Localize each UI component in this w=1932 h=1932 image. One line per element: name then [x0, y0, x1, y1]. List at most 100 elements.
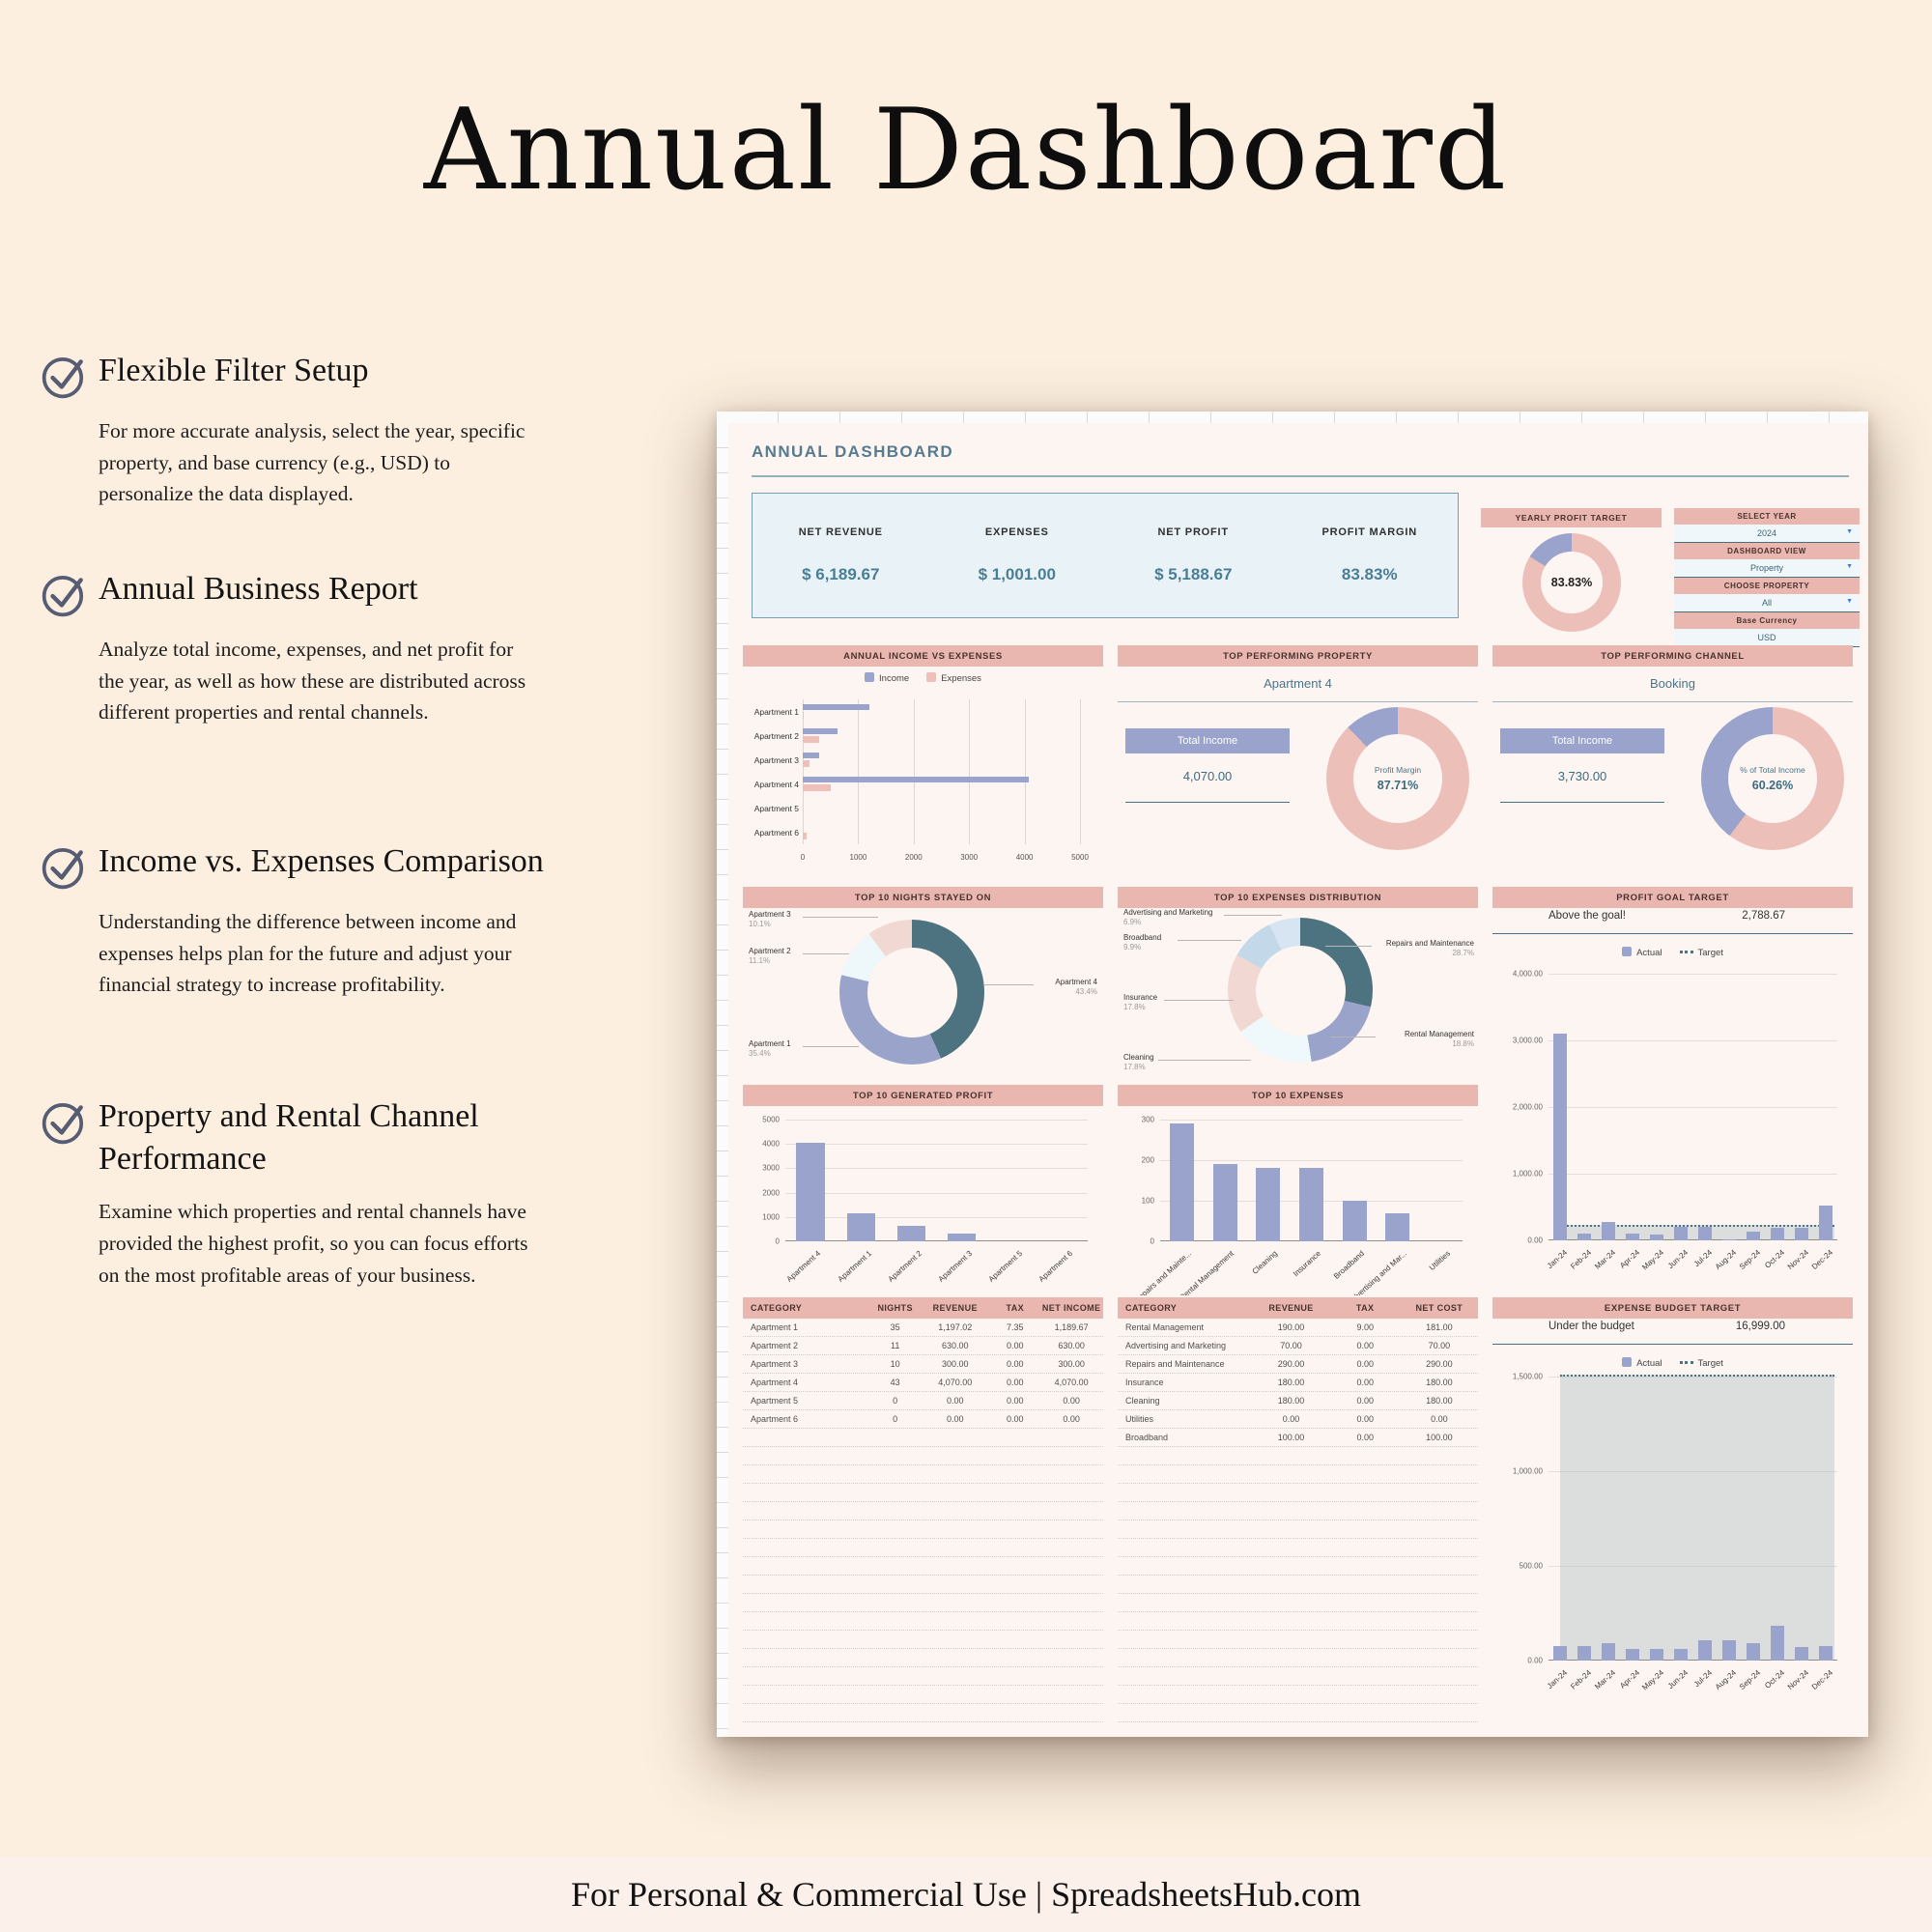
empty-table-row [743, 1594, 1103, 1612]
table-cell: 100.00 [1277, 1433, 1305, 1442]
empty-table-row [1118, 1465, 1478, 1484]
table-cell: Apartment 3 [751, 1359, 799, 1369]
spreadsheet-column-strip [717, 412, 1868, 423]
divider [1500, 802, 1664, 803]
gridline [1548, 1107, 1837, 1108]
dashboard-view-dropdown[interactable]: Property ▼ [1674, 559, 1860, 578]
x-axis-label: Mar-24 [1593, 1248, 1618, 1271]
gridline [785, 1144, 1088, 1146]
table-header-cell: CATEGORY [751, 1303, 803, 1313]
table-cell: 1,197.02 [938, 1322, 973, 1332]
chevron-down-icon[interactable]: ▼ [1846, 598, 1853, 605]
donut-callout: Insurance 17.8% [1123, 993, 1158, 1011]
table-header-row: CATEGORY NIGHTS REVENUE TAX NET INCOME [743, 1297, 1103, 1319]
gridline [1548, 1377, 1837, 1378]
table-cell: Repairs and Maintenance [1125, 1359, 1225, 1369]
check-icon [42, 356, 84, 399]
donut-callout: Apartment 2 11.1% [749, 947, 791, 965]
target-band [1559, 1375, 1835, 1661]
leader-line [1178, 940, 1241, 941]
legend-label: Expenses [941, 673, 981, 684]
empty-table-row [1118, 1576, 1478, 1594]
bar [796, 1142, 825, 1241]
x-axis-label: Cleaning [1250, 1249, 1280, 1276]
x-tick-label: 0 [800, 853, 806, 862]
table-cell: Cleaning [1125, 1396, 1160, 1406]
chevron-down-icon[interactable]: ▼ [1846, 563, 1853, 570]
y-tick-label: 0 [1150, 1236, 1154, 1246]
empty-table-row [743, 1465, 1103, 1484]
table-row: Cleaning 180.00 0.00 180.00 [1118, 1392, 1478, 1410]
x-axis-label: Nov-24 [1785, 1668, 1810, 1691]
choose-property-dropdown[interactable]: All ▼ [1674, 594, 1860, 612]
leader-line [803, 953, 849, 954]
table-cell: 0.00 [1063, 1414, 1080, 1424]
x-axis-label: Nov-24 [1785, 1248, 1810, 1271]
gridline [858, 699, 860, 844]
chevron-down-icon[interactable]: ▼ [1846, 528, 1853, 535]
table-cell: 0.00 [1007, 1378, 1024, 1387]
table-cell: 290.00 [1277, 1359, 1305, 1369]
target-dots-icon [1679, 1360, 1693, 1364]
category-axis-labels: Apartment 4 Apartment 1 Apartment 2 Apartme… [785, 1245, 1088, 1293]
panel-header: EXPENSE BUDGET TARGET [1492, 1297, 1853, 1319]
x-axis-label: Jul-24 [1691, 1668, 1714, 1690]
chart-row: Apartment 4 [754, 772, 1080, 796]
table-cell: 0.00 [1356, 1396, 1374, 1406]
empty-table-row [1118, 1484, 1478, 1502]
panel-header: TOP 10 NIGHTS STAYED ON [743, 887, 1103, 908]
gridline [1548, 1471, 1837, 1472]
y-tick-label: 100 [1141, 1196, 1154, 1206]
x-axis-line [1548, 1239, 1837, 1240]
panel-header: TOP PERFORMING CHANNEL [1492, 645, 1853, 667]
table-cell: 0.00 [1356, 1433, 1374, 1442]
table-cell: 10 [890, 1359, 900, 1369]
x-tick-label: 4000 [1015, 853, 1034, 862]
donut-callout: Apartment 1 35.4% [749, 1039, 791, 1058]
table-cell: Advertising and Marketing [1125, 1341, 1227, 1350]
bar [1553, 1034, 1568, 1240]
spreadsheet-row-strip [717, 423, 728, 1737]
x-axis-label: Oct-24 [1762, 1248, 1786, 1270]
table-row: Insurance 180.00 0.00 180.00 [1118, 1374, 1478, 1392]
feature-body: Analyze total income, expenses, and net … [99, 638, 526, 724]
empty-table-row [743, 1649, 1103, 1667]
expenses-bar [803, 736, 819, 743]
legend-label: Actual [1636, 1358, 1662, 1369]
gridline [1548, 1040, 1837, 1041]
expenses-bar [803, 833, 808, 839]
empty-table-row [1118, 1649, 1478, 1667]
x-axis-label: Jul-24 [1691, 1248, 1714, 1269]
bar [896, 1226, 925, 1241]
gridline [969, 699, 971, 844]
gridline [1160, 1120, 1463, 1121]
x-axis-label: Jan-24 [1546, 1248, 1570, 1271]
kpi-value: 83.83% [1341, 565, 1398, 583]
income-bar [803, 727, 838, 734]
profit-goal-chart: 4,000.00 3,000.00 2,000.00 1,000.00 0.00 [1513, 970, 1837, 1245]
x-axis-label: Apartment 5 [986, 1249, 1025, 1284]
select-year-dropdown[interactable]: 2024 ▼ [1674, 525, 1860, 543]
table-cell: 0 [893, 1396, 898, 1406]
table-header-cell: NIGHTS [877, 1303, 913, 1313]
x-axis-label: Apartment 2 [886, 1249, 923, 1284]
empty-table-row [1118, 1502, 1478, 1520]
table-cell: Insurance [1125, 1378, 1164, 1387]
leader-line [803, 917, 878, 918]
check-icon [42, 575, 84, 617]
total-income-value: 4,070.00 [1182, 769, 1233, 783]
leader-line [983, 984, 1034, 985]
donut-center-value: 60.26% [1751, 779, 1794, 792]
donut-callout: Apartment 4 43.4% [1055, 978, 1097, 996]
table-cell: 70.00 [1428, 1341, 1451, 1350]
empty-table-row [1118, 1612, 1478, 1631]
panel-header: TOP 10 EXPENSES [1118, 1085, 1478, 1106]
kpi-value: $ 1,001.00 [978, 565, 1056, 583]
table-cell: 300.00 [1058, 1359, 1085, 1369]
yearly-profit-target-donut: 83.83% [1522, 533, 1621, 632]
expenses-bar [803, 784, 831, 791]
total-income-bar: Total Income [1500, 728, 1664, 753]
table-header-cell: NET COST [1415, 1303, 1463, 1313]
x-axis-label: Insurance [1291, 1249, 1322, 1279]
table-cell: 0.00 [1063, 1396, 1080, 1406]
